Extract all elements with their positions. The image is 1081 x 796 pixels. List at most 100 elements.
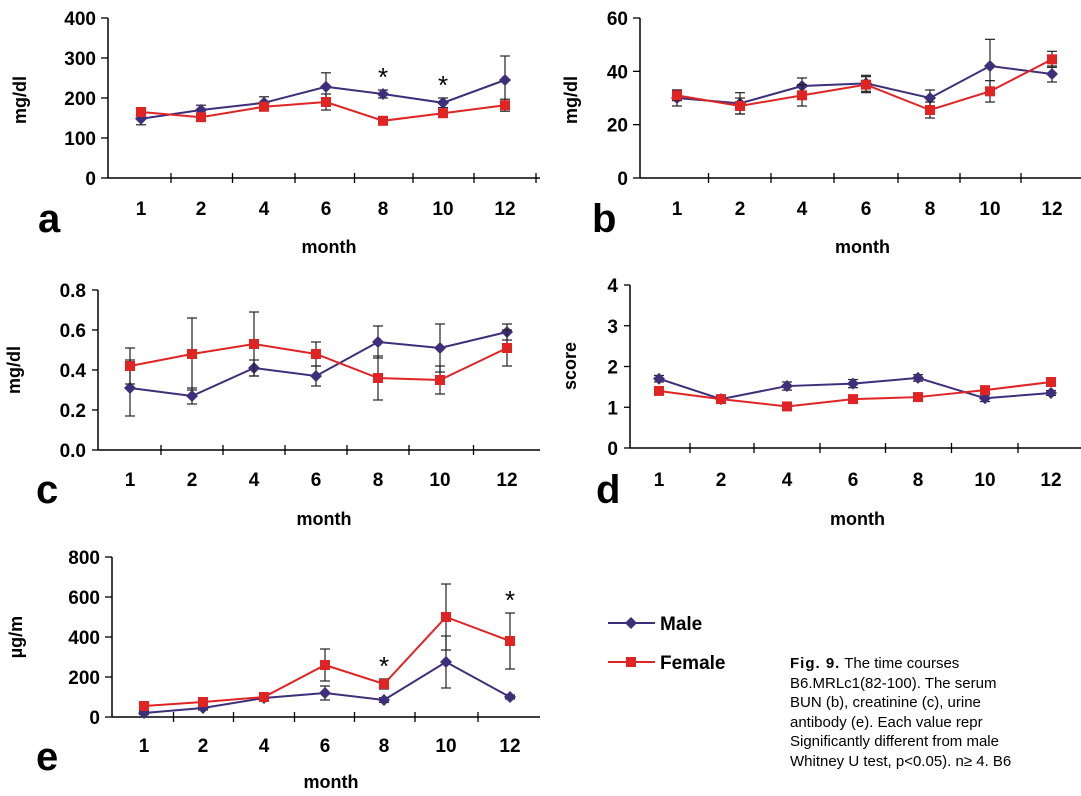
- y-tick-label: 800: [68, 548, 100, 569]
- x-tick-label: 2: [716, 470, 727, 491]
- data-point: [502, 343, 512, 353]
- panel-letter: b: [592, 197, 616, 241]
- panel-letter: e: [36, 735, 58, 779]
- data-point: [984, 60, 996, 72]
- x-tick-label: 10: [429, 470, 450, 491]
- x-tick-label: 10: [979, 199, 1000, 220]
- data-point: [320, 80, 332, 93]
- legend-marker: [626, 657, 636, 667]
- figure-caption: Fig. 9. The time courses B6.MRLc1(82-100…: [790, 654, 1080, 771]
- data-point: [504, 691, 516, 703]
- y-tick-label: 100: [64, 129, 96, 150]
- data-point: [319, 687, 331, 699]
- data-point: [310, 370, 322, 382]
- data-point: [372, 336, 384, 348]
- x-tick-label: 1: [139, 736, 150, 757]
- data-point: [912, 371, 924, 384]
- data-point: [654, 385, 664, 396]
- data-point: [320, 660, 330, 670]
- series-male: [124, 323, 513, 417]
- data-point: [1047, 54, 1057, 65]
- series-male: [135, 55, 511, 126]
- data-point: [924, 92, 936, 104]
- x-axis-label: month: [830, 509, 885, 529]
- data-point: [1046, 376, 1056, 387]
- x-tick-label: 6: [861, 199, 872, 220]
- data-point: [373, 373, 383, 383]
- x-tick-label: 2: [735, 199, 746, 220]
- panel-letter: a: [38, 197, 61, 241]
- series-female: [125, 311, 512, 401]
- x-tick-label: 8: [378, 199, 389, 220]
- x-tick-label: 4: [797, 199, 808, 220]
- data-point: [440, 656, 452, 668]
- y-tick-label: 200: [68, 668, 100, 689]
- y-tick-label: 0: [89, 708, 100, 729]
- data-point: [913, 392, 923, 403]
- x-tick-label: 4: [259, 736, 270, 757]
- caption-line-3: BUN (b), creatinine (c), urine: [790, 694, 981, 711]
- x-tick-label: 10: [435, 736, 456, 757]
- x-tick-label: 8: [379, 736, 390, 757]
- legend-label: Male: [660, 614, 702, 635]
- x-tick-label: 4: [249, 470, 260, 491]
- data-point: [653, 372, 665, 385]
- x-tick-label: 12: [1040, 470, 1061, 491]
- caption-label: Fig. 9.: [790, 655, 841, 672]
- x-axis-label: month: [297, 509, 352, 529]
- data-point: [378, 115, 388, 126]
- y-tick-label: 300: [64, 49, 96, 70]
- panel-letter: d: [596, 468, 620, 512]
- x-tick-label: 10: [432, 199, 453, 220]
- significance-marker: *: [378, 62, 388, 92]
- data-point: [500, 100, 510, 111]
- y-tick-label: 0.0: [60, 441, 86, 462]
- data-point: [378, 694, 390, 706]
- data-point: [1046, 68, 1058, 80]
- x-tick-label: 12: [1041, 199, 1062, 220]
- x-axis-label: month: [304, 772, 359, 792]
- y-tick-label: 200: [64, 89, 96, 110]
- data-point: [781, 380, 793, 393]
- data-point: [861, 79, 871, 90]
- data-point: [441, 612, 451, 622]
- data-point: [499, 74, 511, 86]
- y-tick-label: 400: [64, 9, 96, 30]
- y-axis-label: mg/dl: [4, 346, 24, 394]
- x-tick-label: 8: [913, 470, 924, 491]
- data-point: [847, 377, 859, 390]
- x-tick-label: 12: [499, 736, 520, 757]
- x-tick-label: 2: [198, 736, 209, 757]
- data-point: [259, 692, 269, 702]
- x-tick-label: 1: [125, 470, 136, 491]
- data-point: [716, 394, 726, 405]
- y-axis-label: µg/m: [6, 616, 26, 658]
- x-tick-label: 10: [974, 470, 995, 491]
- significance-marker: *: [379, 651, 389, 681]
- x-axis-label: month: [835, 237, 890, 257]
- caption-line-2: B6.MRLc1(82-100). The serum: [790, 674, 997, 692]
- x-tick-label: 12: [494, 199, 515, 220]
- caption-line-5: Significantly different from male: [790, 733, 999, 750]
- data-point: [782, 401, 792, 412]
- data-point: [435, 375, 445, 385]
- data-point: [1045, 386, 1057, 399]
- y-tick-label: 40: [607, 62, 628, 83]
- legend-label: Female: [660, 653, 725, 674]
- data-point: [438, 108, 448, 119]
- y-tick-label: 20: [607, 116, 628, 137]
- data-point: [379, 679, 389, 689]
- x-tick-label: 8: [373, 470, 384, 491]
- y-axis-label: mg/dl: [561, 76, 581, 124]
- y-tick-label: 0: [607, 439, 618, 460]
- y-tick-label: 3: [607, 317, 618, 338]
- data-point: [925, 105, 935, 115]
- y-axis-label: score: [560, 342, 580, 390]
- x-tick-label: 6: [311, 470, 322, 491]
- data-point: [198, 697, 208, 707]
- data-point: [259, 101, 269, 112]
